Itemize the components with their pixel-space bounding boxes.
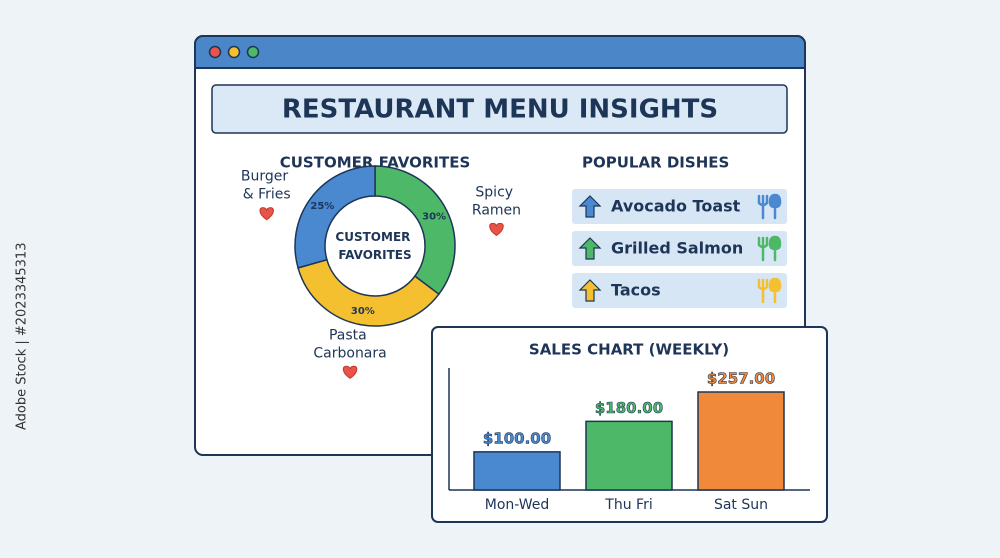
category-label: Burger & Fries — [241, 169, 293, 203]
window-dot — [208, 45, 222, 59]
dish-row-bg — [572, 189, 787, 224]
window-titlebar — [194, 35, 806, 69]
fork-icon — [757, 194, 769, 220]
x-tick-label: Thu Fri — [604, 497, 652, 513]
title-box — [211, 84, 788, 134]
donut-segment — [294, 165, 376, 269]
heart-icon — [259, 207, 274, 221]
arrow-icon — [578, 279, 602, 302]
dish-row-bg — [572, 231, 787, 266]
dish-row: Grilled Salmon — [572, 231, 787, 266]
dish-name: Avocado Toast — [611, 197, 741, 216]
fork-icon — [757, 278, 769, 304]
donut-segment — [374, 165, 456, 296]
spoon-icon — [768, 193, 782, 220]
heart-icon — [342, 365, 358, 379]
value-label: 30% — [351, 306, 375, 317]
bar — [585, 420, 673, 491]
arrow-icon — [578, 195, 602, 218]
dish-name: Grilled Salmon — [611, 239, 743, 258]
donut-chart: 30% Spicy Ramen 30% Pasta Carbonara 25% Burge… — [241, 165, 521, 379]
window-dot — [246, 45, 260, 59]
value-label: 30% — [422, 212, 446, 223]
side-label: Adobe Stock | #2023345313 — [15, 243, 30, 430]
bar-chart: $100.00 Mon-Wed $180.00 Thu Fri $257.00 Sat S… — [473, 369, 785, 513]
chart-title: CUSTOMER FAVORITES — [280, 154, 471, 172]
bar — [473, 451, 561, 491]
page-title: RESTAURANT MENU INSIGHTS — [282, 95, 718, 125]
category-label: Spicy Ramen — [472, 184, 521, 218]
donut-segment — [297, 258, 440, 327]
value-label: $180.00 — [595, 399, 663, 417]
value-label: $257.00 — [707, 370, 775, 388]
window-dot — [227, 45, 241, 59]
section-title: POPULAR DISHES — [582, 154, 729, 172]
center-label: CUSTOMER FAVORITES — [335, 230, 414, 262]
dish-row: Avocado Toast — [572, 189, 787, 224]
chart-title: SALES CHART (WEEKLY) — [529, 341, 729, 359]
value-label: $100.00 — [483, 429, 551, 447]
dish-name: Tacos — [611, 281, 661, 300]
arrow-icon — [578, 237, 602, 260]
heart-icon — [489, 222, 504, 237]
fork-icon — [757, 236, 769, 262]
dish-row-bg — [572, 273, 787, 308]
spoon-icon — [768, 235, 782, 262]
spoon-icon — [768, 277, 782, 304]
x-tick-label: Mon-Wed — [485, 497, 550, 513]
dish-row: Tacos — [572, 273, 787, 308]
x-tick-label: Sat Sun — [714, 497, 768, 513]
value-label: 25% — [310, 201, 334, 212]
dish-list: Avocado Toast Grilled Salmon Tacos — [572, 189, 787, 308]
category-label: Pasta Carbonara — [313, 327, 386, 361]
bar — [697, 391, 785, 491]
